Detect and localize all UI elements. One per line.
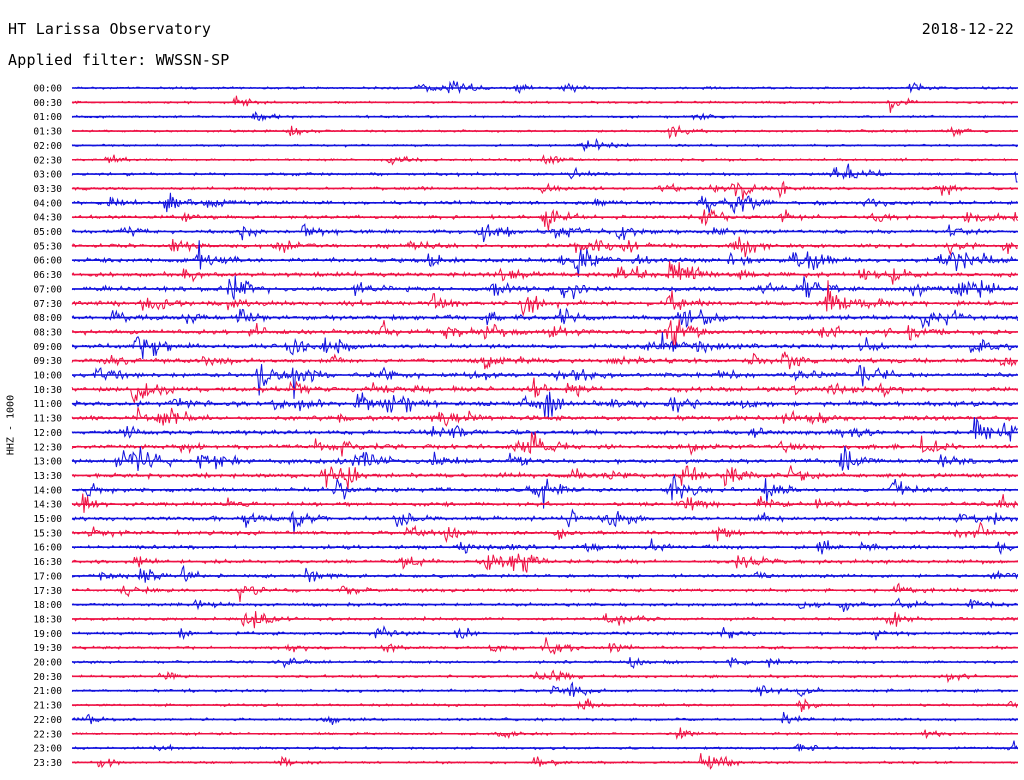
trace-line — [71, 711, 1018, 725]
trace-time-label: 04:30 — [33, 213, 62, 224]
trace-time-label: 22:00 — [33, 715, 62, 726]
trace-time-label: 23:00 — [33, 744, 62, 755]
trace-line — [71, 521, 1018, 544]
trace-time-label: 00:30 — [33, 98, 62, 109]
trace-time-label: 04:00 — [33, 198, 62, 209]
trace-time-label: 17:00 — [33, 571, 62, 582]
record-date: 2018-12-22 — [921, 20, 1014, 38]
trace-time-label: 14:00 — [33, 485, 62, 496]
trace-time-label: 06:30 — [33, 270, 62, 281]
trace-line — [71, 80, 1018, 95]
trace-time-label: 08:00 — [33, 313, 62, 324]
trace-time-label: 07:00 — [33, 284, 62, 295]
trace-time-label: 20:30 — [33, 672, 62, 683]
trace-line — [71, 407, 1018, 427]
trace-time-label: 03:30 — [33, 184, 62, 195]
trace-time-label: 19:00 — [33, 629, 62, 640]
trace-time-label: 12:30 — [33, 442, 62, 453]
trace-time-label: 09:30 — [33, 356, 62, 367]
trace-time-label: 01:30 — [33, 127, 62, 138]
trace-time-label: 06:00 — [33, 256, 62, 267]
trace-line — [71, 753, 1018, 770]
trace-line — [71, 582, 1019, 602]
trace-time-label: 15:30 — [33, 528, 62, 539]
trace-line — [71, 391, 1018, 418]
trace-line — [71, 431, 1018, 457]
trace-line — [71, 275, 1019, 300]
trace-lines — [71, 80, 1019, 770]
trace-time-label: 10:30 — [33, 385, 62, 396]
trace-time-label: 09:00 — [33, 342, 62, 353]
trace-time-label: 20:00 — [33, 658, 62, 669]
trace-time-label: 21:00 — [33, 686, 62, 697]
trace-time-label: 17:30 — [33, 586, 62, 597]
trace-line — [71, 727, 1018, 741]
trace-time-label: 15:00 — [33, 514, 62, 525]
trace-line — [71, 280, 1018, 317]
trace-time-label: 00:00 — [33, 84, 62, 95]
trace-time-label: 14:30 — [33, 500, 62, 511]
filter-label: Applied filter: WWSSN-SP — [8, 51, 230, 69]
trace-line — [71, 417, 1018, 442]
trace-time-label: 08:30 — [33, 327, 62, 338]
trace-line — [71, 163, 1018, 183]
trace-time-label: 19:30 — [33, 643, 62, 654]
trace-time-label: 10:00 — [33, 371, 62, 382]
trace-line — [71, 493, 1019, 513]
trace-time-label: 02:30 — [33, 155, 62, 166]
trace-time-label: 13:00 — [33, 457, 62, 468]
trace-line — [71, 180, 1018, 201]
trace-line — [71, 223, 1018, 243]
trace-line — [71, 95, 1018, 113]
trace-time-label: 16:30 — [33, 557, 62, 568]
trace-line — [72, 364, 1018, 399]
trace-time-label: 18:00 — [33, 600, 62, 611]
trace-time-label: 01:00 — [33, 112, 62, 123]
trace-time-label: 11:00 — [33, 399, 62, 410]
trace-line — [71, 319, 1018, 349]
trace-time-label: 22:30 — [33, 729, 62, 740]
trace-time-label: 12:00 — [33, 428, 62, 439]
trace-line — [71, 553, 1018, 573]
trace-time-label: 21:30 — [33, 701, 62, 712]
trace-time-label: 23:30 — [33, 758, 62, 769]
trace-time-label: 07:30 — [33, 299, 62, 310]
trace-line — [71, 465, 1018, 490]
trace-time-label: 05:30 — [33, 241, 62, 252]
trace-time-label: 05:00 — [33, 227, 62, 238]
trace-time-labels: 00:00 00:30 01:00 01:30 02:00 02:30 03:00 03:30… — [33, 84, 62, 769]
station-title: HT Larissa Observatory — [8, 20, 212, 38]
trace-line — [71, 740, 1019, 752]
trace-line — [71, 208, 1019, 231]
trace-time-label: 18:30 — [33, 614, 62, 625]
trace-time-label: 03:00 — [33, 170, 62, 181]
trace-time-label: 13:30 — [33, 471, 62, 482]
trace-line — [71, 240, 1018, 278]
trace-line — [71, 446, 1018, 472]
trace-time-label: 11:30 — [33, 414, 62, 425]
trace-time-label: 02:00 — [33, 141, 62, 152]
trace-time-label: 16:00 — [33, 543, 62, 554]
trace-line — [71, 564, 1019, 583]
trace-line — [71, 236, 1018, 258]
trace-line — [71, 261, 1018, 285]
